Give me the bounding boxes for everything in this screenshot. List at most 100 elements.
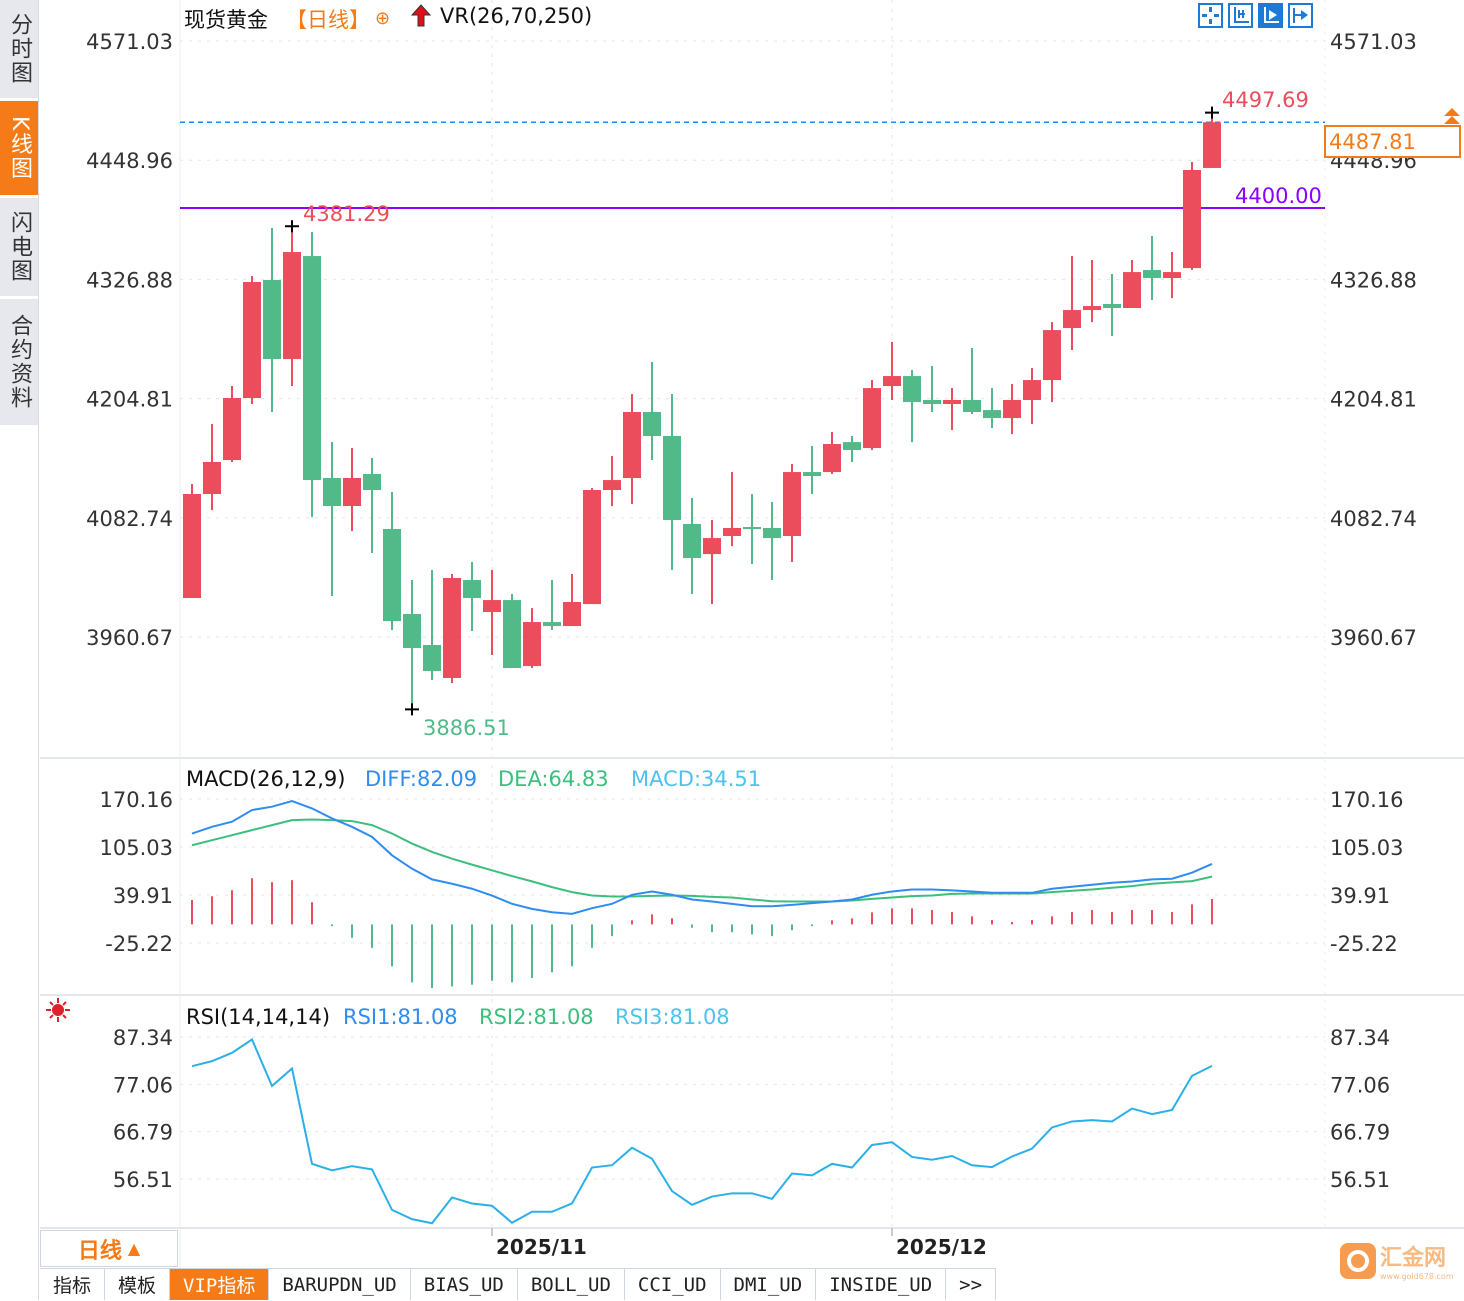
tab-contract-info[interactable]: 合约资料 [0,299,38,428]
watermark-logo-icon [1340,1242,1376,1279]
macd-panel [191,799,1213,989]
y-tick-label-left: 4204.81 [86,388,173,412]
candle [183,484,201,599]
more-tabs-button[interactable]: >> [946,1269,997,1300]
y-tick-label-right: 3960.67 [1330,626,1417,650]
y-tick-label-left: 39.91 [113,884,173,908]
candle [823,432,841,474]
candle-body [883,376,901,387]
candle-body [903,376,921,403]
candle [1043,322,1061,403]
candle-body [763,527,781,539]
gridlines [40,0,1464,1268]
macd-title: MACD(26,12,9) [186,767,346,791]
y-tick-label-left: 170.16 [100,788,173,812]
candle [683,498,701,595]
y-tick-label-left: -25.22 [105,932,173,956]
candle-body [403,614,421,649]
y-tick-label-right: 56.51 [1330,1168,1390,1192]
scroll-to-end-icon[interactable] [1288,3,1313,28]
tab-bias[interactable]: BIAS_UD [410,1269,518,1300]
candle-body [943,399,961,404]
session-high-label: 4497.69 [1222,88,1309,112]
settings-sun-icon[interactable] [46,998,70,1022]
zoom-out-icon[interactable] [1258,3,1283,28]
tab-barupdn[interactable]: BARUPDN_UD [269,1269,411,1300]
y-tick-label-right: 4326.88 [1330,268,1417,292]
candle [263,228,281,412]
y-tick-label-left: 3960.67 [86,626,173,650]
tab-indicators[interactable]: 指标 [40,1269,106,1300]
candle [763,502,781,581]
chart-toolbar [1198,3,1313,28]
candle [243,276,261,404]
candle [663,394,681,570]
tab-templates[interactable]: 模板 [105,1269,171,1300]
candle [423,569,441,681]
candlestick-panel [180,106,1325,716]
rsi1-legend: RSI1:81.08 [343,1005,458,1029]
candle-body [503,600,521,669]
candle-body [623,411,641,479]
candle [283,226,301,387]
tab-flash-chart[interactable]: 闪电图 [0,198,38,299]
candle [963,348,981,415]
rsi3-legend: RSI3:81.08 [615,1005,730,1029]
y-tick-label-left: 87.34 [113,1026,173,1050]
candle [803,445,821,495]
tab-kline[interactable]: K线图 [0,101,38,198]
tab-cci[interactable]: CCI_UD [624,1269,721,1300]
y-tick-label-right: 4571.03 [1330,30,1417,54]
candle-body [263,279,281,360]
candle-body [663,436,681,520]
candle [943,388,961,431]
candle-body [543,622,561,627]
watermark-text: 汇金网 [1380,1246,1447,1271]
y-tick-label-right: 77.06 [1330,1073,1390,1097]
candle-body [303,256,321,481]
y-tick-label-left: 56.51 [113,1168,173,1192]
candle [203,424,221,511]
candle [463,561,481,632]
candle-body [203,461,221,495]
tab-inside[interactable]: INSIDE_UD [816,1269,947,1300]
candle-body [743,527,761,530]
zoom-in-icon[interactable] [1228,3,1253,28]
candle [503,594,521,669]
tab-time-sharing[interactable]: 分时图 [0,0,38,101]
candle-body [183,494,201,599]
y-tick-label-right: 4204.81 [1330,388,1417,412]
extreme-marker [285,220,299,233]
tab-dmi[interactable]: DMI_UD [720,1269,817,1300]
period-selector[interactable]: 日线 ▲ [40,1230,178,1267]
candle [603,456,621,507]
target-icon[interactable]: ⊕ [375,8,391,29]
right-axis: 4571.034448.964326.884204.814082.743960.… [1330,30,1417,1192]
candle-body [463,580,481,599]
time-axis: 2025/11 2025/12 [491,1228,987,1259]
candle-body [1063,310,1081,329]
tab-vip-indicators[interactable]: VIP指标 [170,1269,270,1300]
y-tick-label-right: 170.16 [1330,788,1403,812]
y-tick-label-right: -25.22 [1330,932,1398,956]
rsi2-legend: RSI2:81.08 [479,1005,594,1029]
diff-line [191,799,1213,915]
tab-boll[interactable]: BOLL_UD [517,1269,625,1300]
indicator-tabs: 指标 模板 VIP指标 BARUPDN_UD BIAS_UD BOLL_UD C… [40,1268,997,1301]
candle-body [843,442,861,450]
y-tick-label-left: 77.06 [113,1073,173,1097]
candle [923,365,941,412]
candle-body [323,478,341,507]
candle [403,580,421,710]
candle-body [1023,380,1041,400]
candle-body [983,410,1001,419]
instrument-name: 现货黄金 [184,8,268,32]
candle [743,494,761,565]
candle-body [783,472,801,537]
crosshair-icon[interactable] [1198,3,1223,28]
dea-legend: DEA:64.83 [498,767,609,791]
candle [343,448,361,532]
y-tick-label-right: 66.79 [1330,1121,1390,1145]
candle [843,436,861,462]
